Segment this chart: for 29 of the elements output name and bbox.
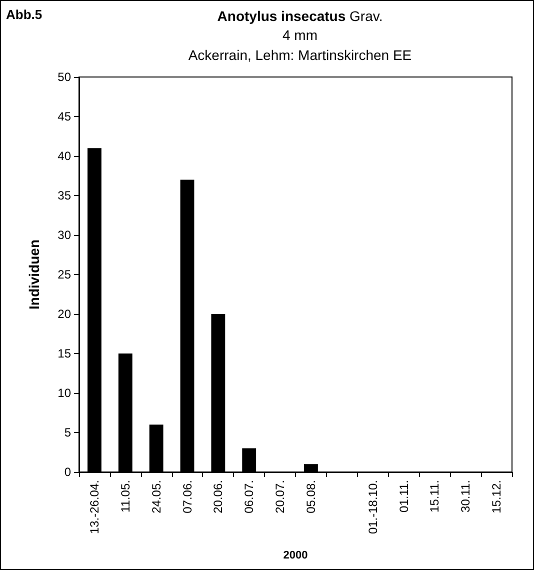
y-tick-label: 5 [64, 426, 72, 440]
x-tick-label: 13.-26.04. [87, 480, 102, 534]
x-tick-label: 07.06. [180, 480, 194, 514]
chart-title: Anotylus insecatus Grav. [217, 8, 383, 24]
y-tick-label: 45 [58, 110, 72, 124]
x-tick-label: 15.12. [490, 480, 504, 514]
y-tick-label: 20 [58, 307, 72, 321]
y-tick-label: 15 [58, 346, 72, 360]
x-tick-label: 24.05. [149, 480, 164, 514]
x-axis-title: 2000 [283, 550, 308, 562]
chart-subtitle: 4 mm Ackerrain, Lehm: Martinskirchen EE [188, 27, 412, 63]
x-tick-label: 05.08. [304, 480, 318, 514]
y-tick-label: 10 [58, 386, 72, 400]
x-tick-label: 20.07. [273, 480, 288, 514]
x-tick-label: 20.06. [211, 480, 226, 514]
y-tick-label: 50 [58, 70, 72, 84]
x-tick-label: 11.05. [118, 480, 132, 512]
x-tick-label: 01.-18.10. [366, 480, 380, 534]
y-tick-label: 30 [58, 228, 72, 242]
y-tick-label: 0 [64, 465, 72, 479]
y-tick-label: 35 [58, 188, 72, 202]
x-tick-label: 01.11. [396, 480, 411, 512]
y-axis-title: Individuen [26, 240, 42, 310]
caption: Abb.5 [6, 7, 42, 22]
y-tick-label: 25 [58, 268, 72, 282]
x-tick-label: 06.07. [242, 480, 256, 514]
x-tick-label: 15.11. [428, 480, 442, 512]
y-tick-label: 40 [58, 149, 72, 163]
x-tick-label: 30.11. [458, 480, 473, 512]
